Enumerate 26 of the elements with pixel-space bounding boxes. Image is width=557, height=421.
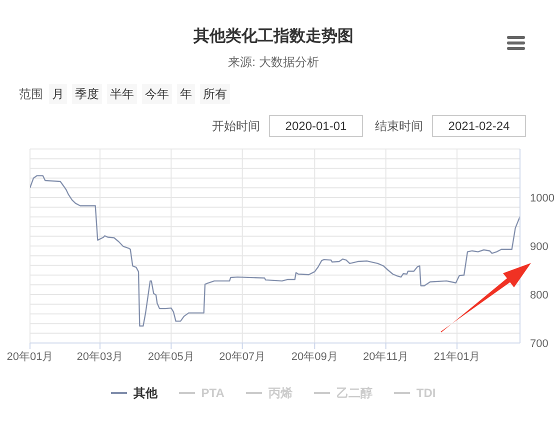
x-tick-label: 21年01月 xyxy=(434,350,480,363)
text: 结束时间 xyxy=(375,118,423,134)
x-tick-label: 20年05月 xyxy=(148,350,194,363)
y-tick-label: 800 xyxy=(530,289,548,302)
x-tick-label: 20年07月 xyxy=(219,350,266,363)
y-tick-label: 900 xyxy=(530,240,548,253)
range-button: 月 xyxy=(49,84,67,104)
range-button: 半年 xyxy=(107,84,137,104)
range-button: 所有 xyxy=(200,84,230,104)
x-tick-label: 20年11月 xyxy=(363,350,409,363)
x-tick-label: 20年09月 xyxy=(291,350,338,363)
text: 范围 xyxy=(19,86,43,102)
date-field: 2020-01-01 xyxy=(269,115,363,137)
range-button: 年 xyxy=(177,84,195,104)
y-tick-label: 1000 xyxy=(530,192,554,204)
line-series xyxy=(30,175,520,327)
chart-subtitle: 来源: 大数据分析 xyxy=(227,54,320,70)
range-button: 季度 xyxy=(72,84,102,104)
text: 开始时间 xyxy=(212,118,260,134)
legend-label: 其他 xyxy=(133,384,158,402)
x-tick-label: 20年03月 xyxy=(76,350,124,363)
x-tick-label: 20年01月 xyxy=(6,350,54,363)
y-tick-label: 700 xyxy=(530,338,548,350)
range-button: 今年 xyxy=(142,84,172,104)
date-field: 2021-02-24 xyxy=(432,115,526,137)
chart-title: 其他类化工指数走势图 xyxy=(192,27,354,47)
